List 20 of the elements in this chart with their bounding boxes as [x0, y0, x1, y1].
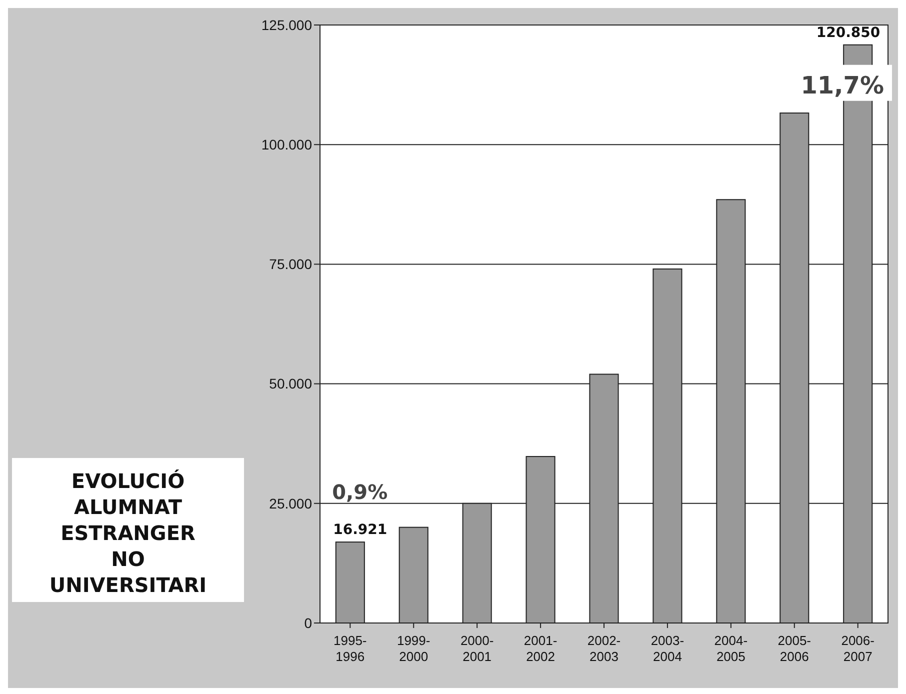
y-tick-label: 50.000: [269, 376, 312, 392]
y-tick-label: 100.000: [261, 136, 312, 152]
annotation: 0,9%: [332, 480, 388, 504]
x-tick-label: 2003-2004: [650, 633, 684, 664]
data-label: 120.850: [816, 24, 880, 41]
text: EVOLUCIÓ ALUMNAT ESTRANGER NO UNIVERSITARI: [49, 469, 207, 597]
y-tick-label: 125.000: [261, 16, 312, 33]
x-tick-label: 2004-2005: [714, 633, 748, 664]
x-tick-label: 2002-2003: [587, 633, 621, 664]
y-tick-label: 25.000: [269, 495, 312, 512]
x-tick-label: 2006-2007: [841, 633, 874, 664]
x-tick-label: 2000-2001: [460, 633, 494, 664]
data-label: 16.921: [333, 522, 388, 538]
y-tick-label: 75.000: [269, 256, 312, 272]
y-tick-label: 0: [304, 614, 312, 631]
annotation: 11,7%: [800, 71, 884, 100]
x-tick-label: 2001-2002: [524, 633, 558, 664]
x-tick-label: 2005-2006: [778, 633, 812, 664]
x-tick-label: 1995-1996: [334, 633, 367, 664]
x-tick-label: 1999-2000: [396, 633, 430, 664]
